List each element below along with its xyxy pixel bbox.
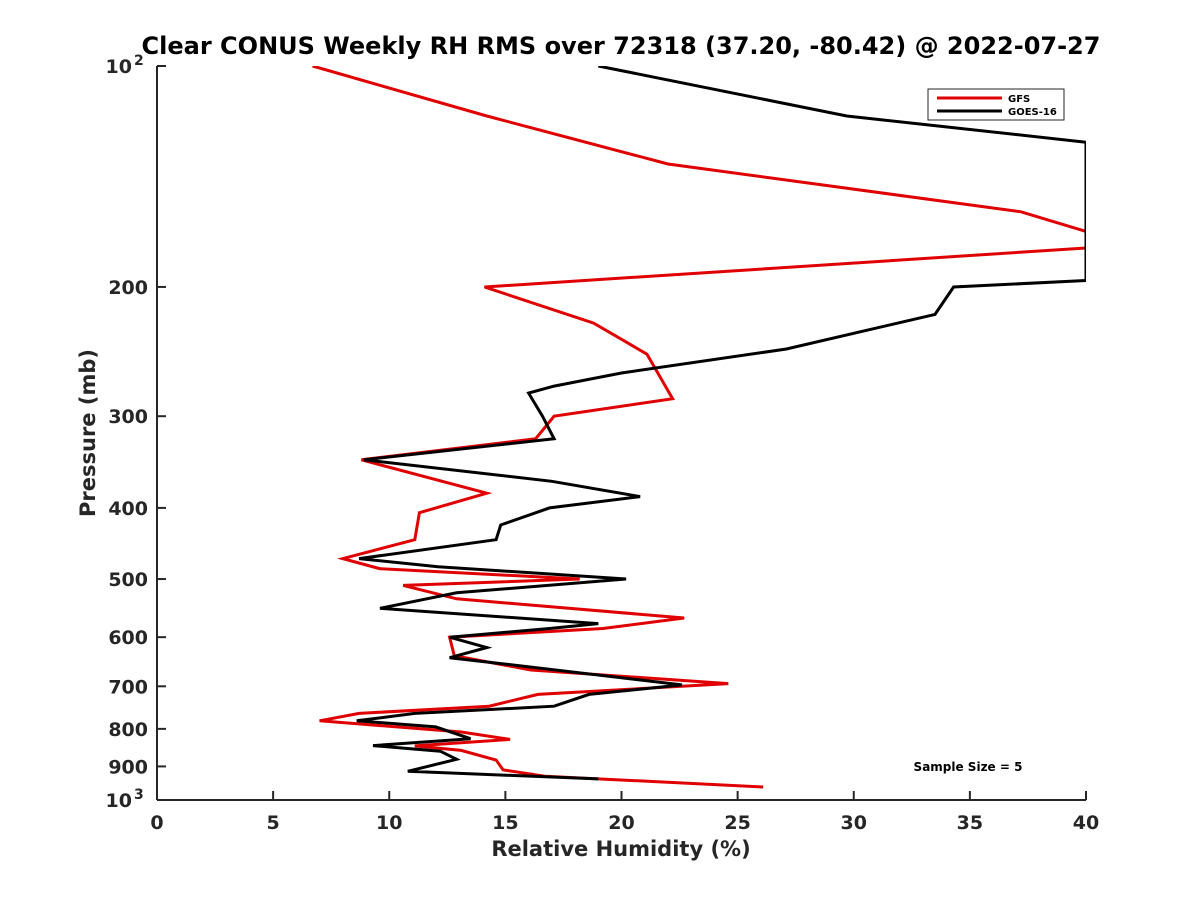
x-tick-label: 40 <box>1073 812 1099 834</box>
x-tick-label: 0 <box>150 812 163 834</box>
y-tick-label: 800 <box>108 719 148 741</box>
x-axis-ticks: 0 5 10 15 20 25 30 35 40 <box>150 791 1099 834</box>
x-tick-label: 25 <box>724 812 750 834</box>
y-axis-label: Pressure (mb) <box>76 349 100 517</box>
y-tick-label: 10 <box>106 790 132 812</box>
y-tick-label: 300 <box>108 406 148 428</box>
y-tick-label-exponent: 2 <box>134 53 144 69</box>
legend: GFS GOES-16 <box>927 88 1065 121</box>
legend-label: GOES-16 <box>1008 107 1057 118</box>
y-tick-label: 400 <box>108 498 148 520</box>
plot-area <box>312 66 1086 789</box>
x-tick-label: 5 <box>267 812 280 834</box>
x-tick-label: 35 <box>957 812 983 834</box>
y-tick-label: 200 <box>108 277 148 299</box>
x-axis-label: Relative Humidity (%) <box>491 837 750 861</box>
y-tick-label: 700 <box>108 676 148 698</box>
y-tick-label: 900 <box>108 756 148 778</box>
x-tick-label: 30 <box>841 812 867 834</box>
x-tick-label: 15 <box>492 812 518 834</box>
series-line-goes-16 <box>356 66 1086 781</box>
y-tick-label-exponent: 3 <box>134 787 144 803</box>
x-tick-label: 20 <box>608 812 634 834</box>
y-tick-label: 500 <box>108 569 148 591</box>
sample-size-annotation: Sample Size = 5 <box>914 760 1023 774</box>
legend-label: GFS <box>1008 94 1030 105</box>
y-tick-label: 600 <box>108 627 148 649</box>
series-line-gfs <box>312 66 1086 789</box>
y-tick-label: 10 <box>106 56 132 78</box>
legend-box <box>927 88 1065 121</box>
chart-title: Clear CONUS Weekly RH RMS over 72318 (37… <box>142 32 1101 60</box>
x-tick-label: 10 <box>376 812 402 834</box>
